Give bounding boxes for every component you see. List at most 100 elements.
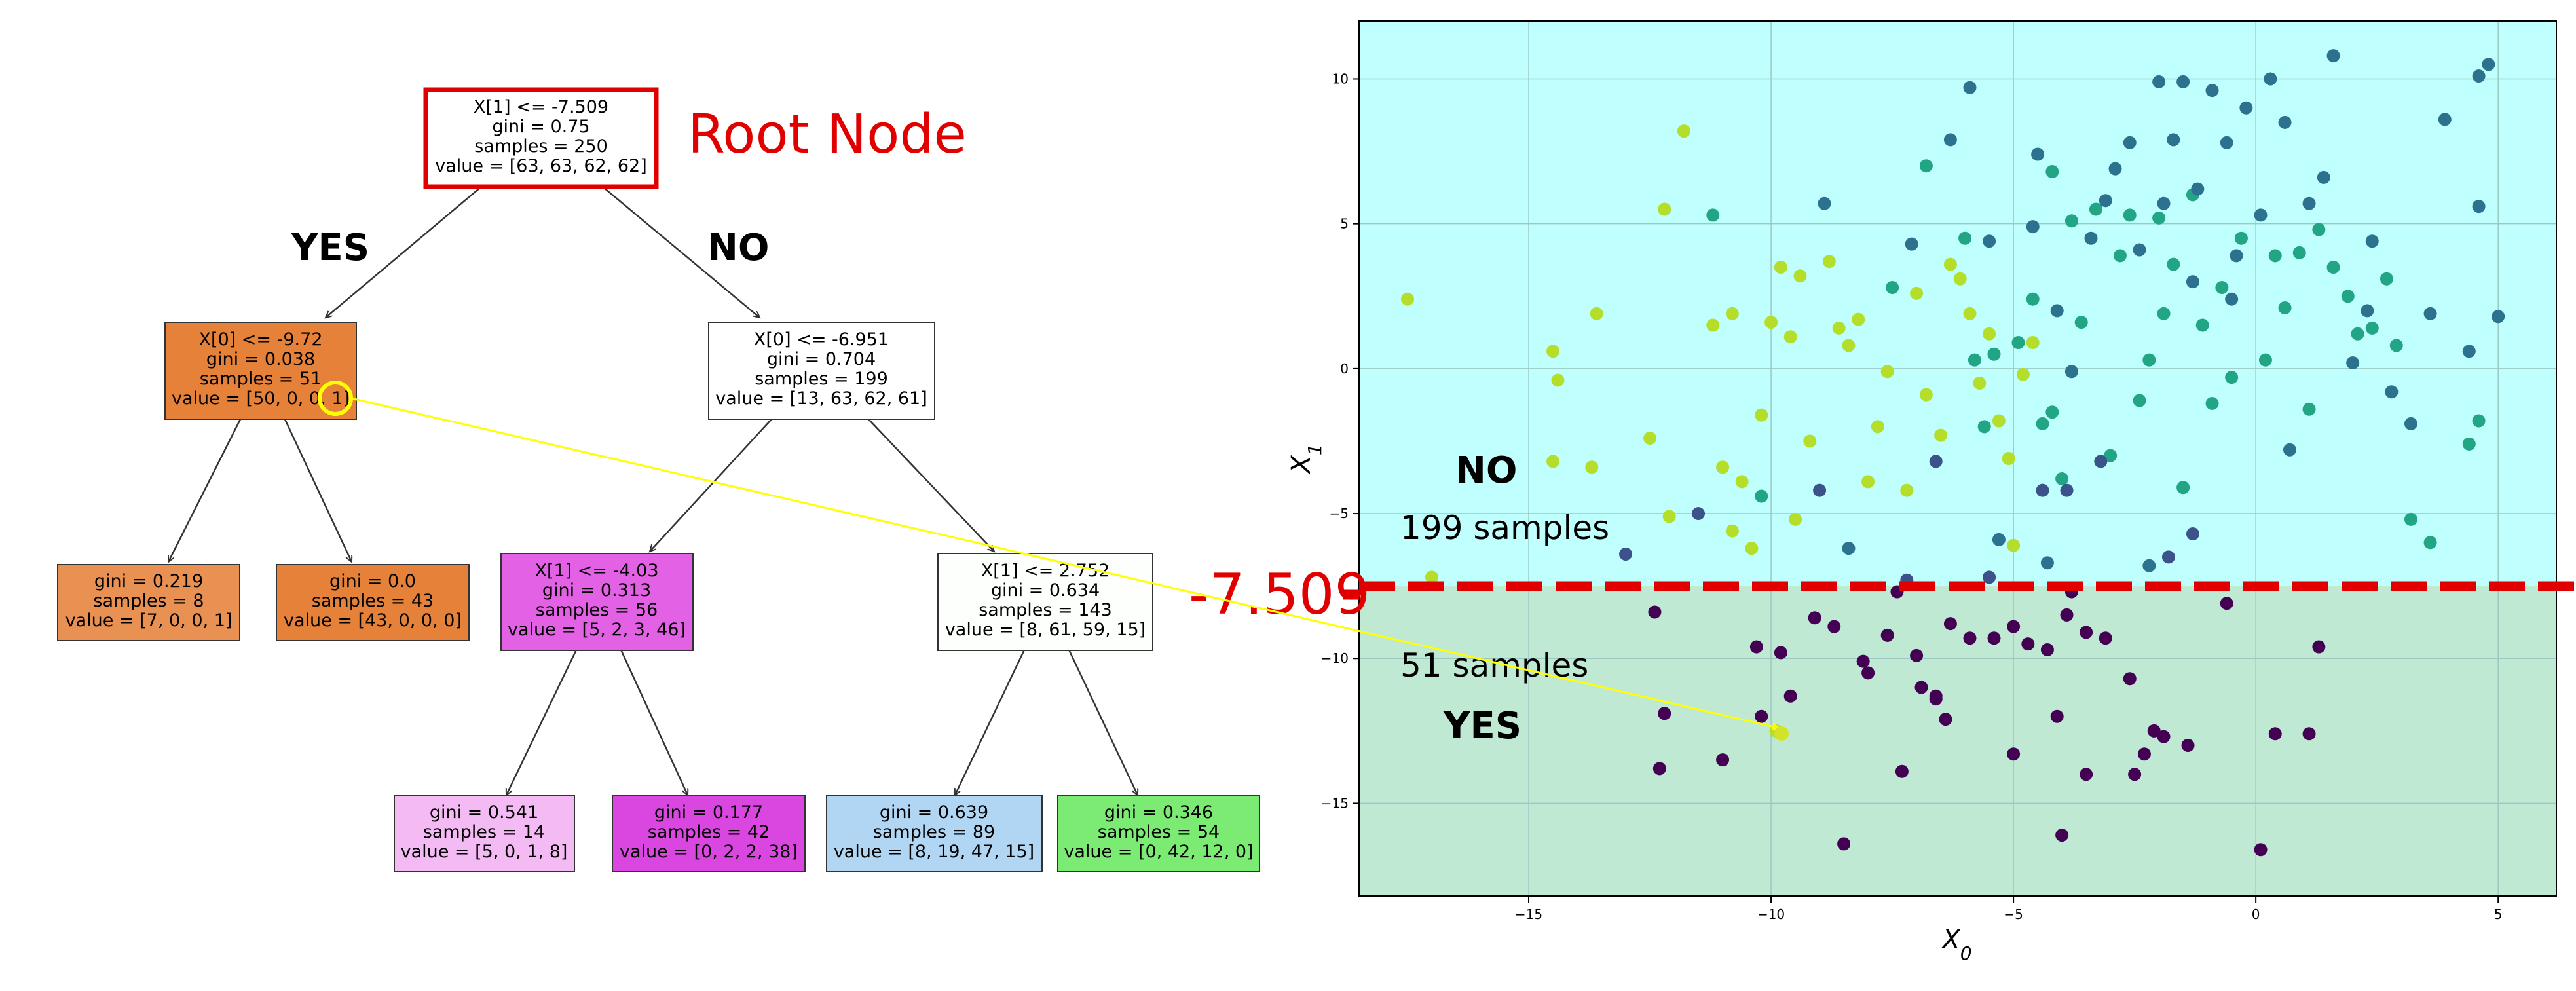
scatter-point bbox=[1832, 321, 1846, 335]
node-line: gini = 0.038 bbox=[206, 349, 315, 369]
scatter-point bbox=[1919, 388, 1933, 402]
scatter-point bbox=[1706, 318, 1720, 332]
scatter-point bbox=[1789, 512, 1802, 526]
tree-node-n4: gini = 0.0 samples = 43 value = [43, 0, … bbox=[276, 564, 470, 641]
scatter-point bbox=[2089, 202, 2102, 216]
scatter-point bbox=[2064, 365, 2078, 379]
scatter-point bbox=[2195, 318, 2209, 332]
edge-n5-n7 bbox=[506, 649, 578, 795]
scatter-point bbox=[1842, 339, 1856, 352]
scatter-point bbox=[1648, 605, 1662, 619]
node-line: value = [63, 63, 62, 62] bbox=[435, 156, 647, 176]
scatter-point bbox=[1546, 455, 1560, 468]
scatter-point bbox=[2060, 483, 2074, 497]
scatter-point bbox=[2472, 414, 2486, 428]
node-line: samples = 143 bbox=[979, 600, 1112, 620]
scatter-point bbox=[1914, 681, 1928, 694]
edge-n5-n8 bbox=[620, 649, 688, 795]
scatter-point bbox=[2380, 272, 2393, 286]
edge-n2-n5 bbox=[650, 419, 772, 552]
scatter-point bbox=[1401, 292, 1415, 306]
scatter-point bbox=[2152, 211, 2166, 225]
region-yes-label: YES bbox=[1443, 705, 1521, 747]
tree-yes-label: YES bbox=[291, 227, 369, 269]
region-top bbox=[1359, 21, 2556, 587]
scatter-point bbox=[2147, 724, 2161, 738]
node-line: samples = 54 bbox=[1098, 822, 1220, 842]
region-no-samples: 199 samples bbox=[1400, 509, 1609, 547]
scatter-point bbox=[2026, 220, 2040, 234]
root-node-label: Root Node bbox=[688, 103, 967, 166]
scatter-point bbox=[2225, 292, 2239, 306]
scatter-point bbox=[2268, 727, 2282, 741]
scatter-point bbox=[2123, 136, 2137, 149]
scatter-point bbox=[2191, 182, 2205, 196]
scatter-point bbox=[1546, 345, 1560, 358]
scatter-point bbox=[2423, 536, 2437, 550]
scatter-point bbox=[1939, 713, 1952, 726]
scatter-point bbox=[2021, 637, 2035, 651]
scatter-point bbox=[1943, 257, 1957, 271]
scatter-point bbox=[2084, 231, 2098, 245]
tree-node-n8: gini = 0.177 samples = 42 value = [0, 2,… bbox=[612, 795, 806, 872]
scatter-point bbox=[2472, 200, 2486, 214]
node-line: samples = 8 bbox=[93, 591, 204, 611]
gridlines bbox=[1359, 21, 2556, 896]
scatter-point bbox=[2161, 550, 2175, 564]
scatter-point bbox=[2080, 768, 2093, 781]
scatter-point bbox=[1643, 432, 1657, 445]
scatter-point bbox=[2230, 249, 2243, 263]
scatter-point bbox=[1919, 159, 1933, 173]
scatter-plot: −15 −10 −5 0 5 10 5 0 −5 −10 −15 -7.509 NO 199 sa… bbox=[1189, 20, 2576, 964]
scatter-point bbox=[2341, 290, 2355, 303]
scatter-point bbox=[2050, 709, 2064, 723]
node-line: value = [5, 0, 1, 8] bbox=[401, 842, 568, 862]
scatter-point bbox=[2007, 620, 2021, 633]
x-axis-label: X0 bbox=[1941, 925, 1971, 964]
scatter-point bbox=[2205, 396, 2219, 410]
scatter-point bbox=[2064, 214, 2078, 228]
scatter-point bbox=[2080, 626, 2093, 639]
node-line: gini = 0.313 bbox=[542, 580, 651, 601]
edge-root-n1 bbox=[326, 186, 482, 318]
y-tick-label: −15 bbox=[1321, 795, 1349, 811]
scatter-point bbox=[1861, 666, 1875, 680]
scatter-point bbox=[2278, 115, 2292, 129]
highlight-arrow bbox=[350, 397, 1781, 731]
scatter-point bbox=[1856, 654, 1870, 668]
scatter-point bbox=[2036, 483, 2049, 497]
scatter-point bbox=[1837, 837, 1851, 851]
decision-tree: X[1] <= -7.509 gini = 0.75 samples = 250… bbox=[57, 87, 1260, 872]
scatter-point bbox=[2268, 249, 2282, 263]
scatter-point bbox=[1934, 428, 1948, 442]
scatter-point bbox=[2176, 481, 2190, 495]
scatter-point bbox=[2074, 316, 2088, 329]
scatter-point bbox=[2278, 301, 2292, 314]
region-yes-samples: 51 samples bbox=[1400, 646, 1588, 684]
edge-n1-n4 bbox=[284, 419, 352, 562]
scatter-point bbox=[2317, 170, 2330, 184]
scatter-point bbox=[1871, 420, 1884, 434]
scatter-point bbox=[2113, 249, 2127, 263]
highlight-point bbox=[1774, 726, 1789, 741]
y-tick-label: −5 bbox=[1330, 506, 1349, 521]
scatter-point bbox=[2438, 113, 2452, 126]
tree-node-n10: gini = 0.346 samples = 54 value = [0, 42… bbox=[1057, 795, 1260, 872]
node-line: gini = 0.0 bbox=[329, 571, 416, 591]
node-line: X[0] <= -9.72 bbox=[198, 329, 322, 350]
scatter-point bbox=[2220, 597, 2233, 610]
scatter-point bbox=[1716, 460, 1730, 474]
scatter-point bbox=[1943, 133, 1957, 147]
scatter-point bbox=[2157, 307, 2171, 320]
y-axis-label: X1 bbox=[1286, 443, 1326, 474]
scatter-point bbox=[2167, 133, 2180, 147]
scatter-point bbox=[1662, 510, 1676, 523]
scatter-point bbox=[1783, 689, 1797, 703]
tree-node-n9: gini = 0.639 samples = 89 value = [8, 19… bbox=[826, 795, 1043, 872]
y-tick-label: 5 bbox=[1340, 216, 1349, 232]
scatter-point bbox=[2031, 147, 2045, 161]
node-line: samples = 43 bbox=[312, 591, 434, 611]
node-line: gini = 0.634 bbox=[991, 580, 1100, 601]
scatter-point bbox=[2239, 101, 2253, 115]
